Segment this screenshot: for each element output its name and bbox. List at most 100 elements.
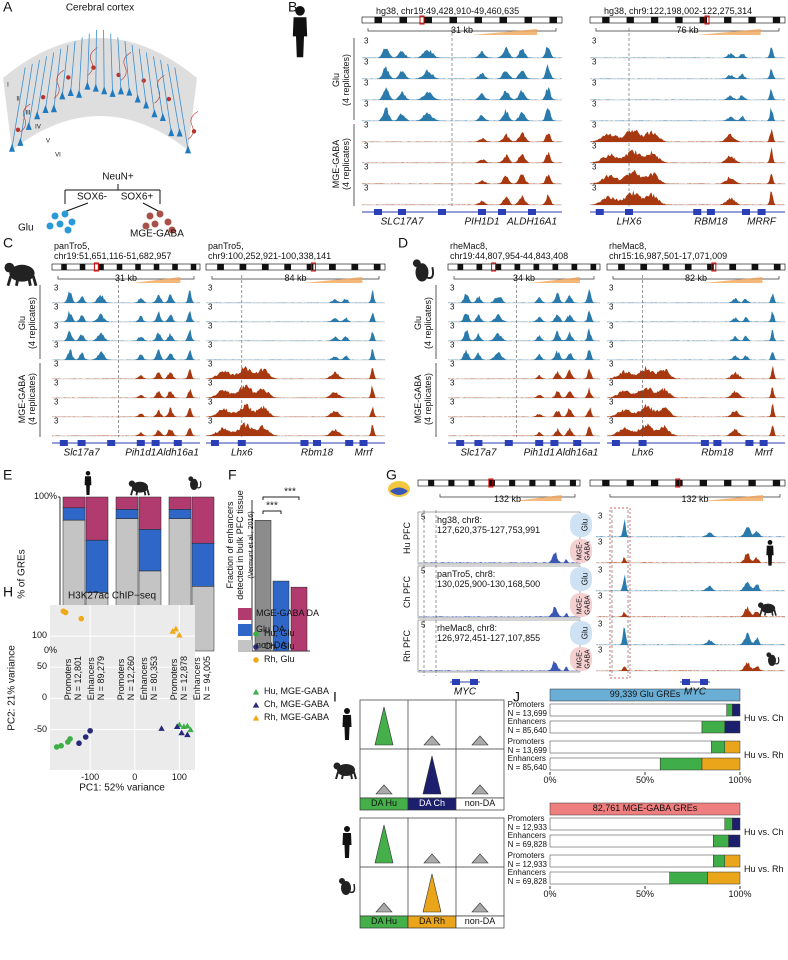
signal-track xyxy=(206,422,385,436)
exon xyxy=(359,440,368,446)
ideogram-band xyxy=(549,480,556,486)
track-scale: 3 xyxy=(364,57,369,67)
track-scale: 3 xyxy=(364,36,369,46)
ideogram-band xyxy=(626,480,634,486)
category-label: non-DA xyxy=(464,798,496,809)
glu-cell xyxy=(61,210,69,218)
point xyxy=(58,742,64,749)
track-scale: 3 xyxy=(364,120,369,130)
y-tick-label: 100% xyxy=(33,491,57,502)
label: Cerebral cortex xyxy=(65,2,135,14)
dendrite xyxy=(45,52,55,109)
exon xyxy=(757,209,766,215)
signal-track xyxy=(362,87,562,100)
dendrite xyxy=(87,33,90,86)
locus-highlight xyxy=(471,29,538,35)
ideogram-band xyxy=(724,480,732,486)
category-label: DA Ch xyxy=(418,798,446,809)
exon xyxy=(398,209,406,215)
dendrite xyxy=(36,56,47,116)
ideogram xyxy=(589,16,786,24)
ideogram-band xyxy=(399,17,407,23)
dendrite xyxy=(167,63,181,133)
track-scale: 3 xyxy=(54,302,59,312)
neuron xyxy=(134,94,141,103)
ideogram xyxy=(361,16,563,24)
category-label: DA Rh xyxy=(418,916,446,927)
ape-icon xyxy=(760,603,776,614)
neuron xyxy=(185,145,191,154)
signal-track xyxy=(52,349,200,360)
group-header xyxy=(549,802,741,816)
glu-cell xyxy=(56,220,64,228)
gene-name: SLC17A7 xyxy=(380,216,424,228)
ideogram-band xyxy=(495,264,502,270)
panel-label: A xyxy=(3,0,13,15)
x-tick-label: Promoters N = 12,878 xyxy=(169,656,189,701)
neuron xyxy=(92,83,99,92)
exon xyxy=(59,440,68,446)
y-tick-label: Enhancers N = 85,640 xyxy=(507,754,547,772)
group-label: Glu (4 replicates) xyxy=(413,296,433,350)
signal-track xyxy=(206,384,385,398)
y-tick-label: 100 xyxy=(31,630,47,641)
signal-track xyxy=(362,174,562,184)
y-tick-label: Promoters N = 12,933 xyxy=(507,814,547,832)
label: II xyxy=(16,96,20,103)
point xyxy=(82,734,89,740)
scale-bar xyxy=(367,28,557,32)
exon xyxy=(745,440,754,446)
ideogram-band xyxy=(662,264,670,270)
coordinates: rheMac8, chr8: 126,972,451-127,107,855 xyxy=(437,623,541,643)
ape-icon xyxy=(6,275,38,287)
ideogram-band xyxy=(79,264,86,270)
gene-name: ALDH16A1 xyxy=(506,216,558,228)
group-label: Glu (4 replicates) xyxy=(17,296,37,350)
group-header xyxy=(549,688,741,702)
y-axis-label: PC2: 21% variance xyxy=(6,644,18,731)
track-scale: 3 xyxy=(364,162,369,172)
track-scale: 3 xyxy=(598,645,603,655)
ideogram xyxy=(205,263,386,271)
ape-icon xyxy=(759,609,777,616)
group-label: MGE-GABA (4 replicates) xyxy=(413,372,433,426)
ideogram-band xyxy=(626,17,634,23)
track-scale: 3 xyxy=(208,283,213,293)
y-tick-label: -50 xyxy=(33,723,47,734)
neuron xyxy=(126,87,133,96)
exon xyxy=(237,440,246,446)
track-scale: 3 xyxy=(592,162,597,172)
coordinates: hg38, chr9:122,198,002-122,275,314 xyxy=(604,6,753,17)
human-icon xyxy=(767,540,773,545)
group-title: 82,761 MGE-GABA GREs xyxy=(592,803,698,814)
category-label: non-DA xyxy=(464,916,496,927)
ideogram-band xyxy=(172,264,178,270)
signal-track xyxy=(607,423,785,436)
gene-name: Aldh16a1 xyxy=(556,447,599,459)
exon xyxy=(438,209,446,215)
human-icon xyxy=(295,6,305,16)
legend-label: Ch, Glu xyxy=(264,641,295,652)
ideogram-band xyxy=(699,480,707,486)
point xyxy=(169,628,176,634)
track-scale: 3 xyxy=(598,511,603,521)
ideogram-band xyxy=(457,264,464,270)
sort-arrow xyxy=(64,184,161,204)
tissue-label: Hu PFC xyxy=(402,521,413,555)
da-triangle xyxy=(422,755,442,795)
signal-track xyxy=(596,662,785,671)
bar-segment xyxy=(724,740,741,754)
x-tick-label: -100 xyxy=(81,772,100,783)
ideogram-band xyxy=(684,264,692,270)
exon xyxy=(573,440,582,446)
ideogram-mark xyxy=(488,478,494,488)
cell-bubble xyxy=(570,593,592,617)
cell-type-label: MGE- GABA xyxy=(576,541,591,561)
panel-label: G xyxy=(386,466,397,483)
panel-label: E xyxy=(3,466,13,483)
bar xyxy=(272,580,290,652)
track-scale: 3 xyxy=(364,99,369,109)
label: MGE-GABA xyxy=(130,228,184,240)
panel-label: C xyxy=(3,234,14,251)
signal-track xyxy=(590,128,785,142)
